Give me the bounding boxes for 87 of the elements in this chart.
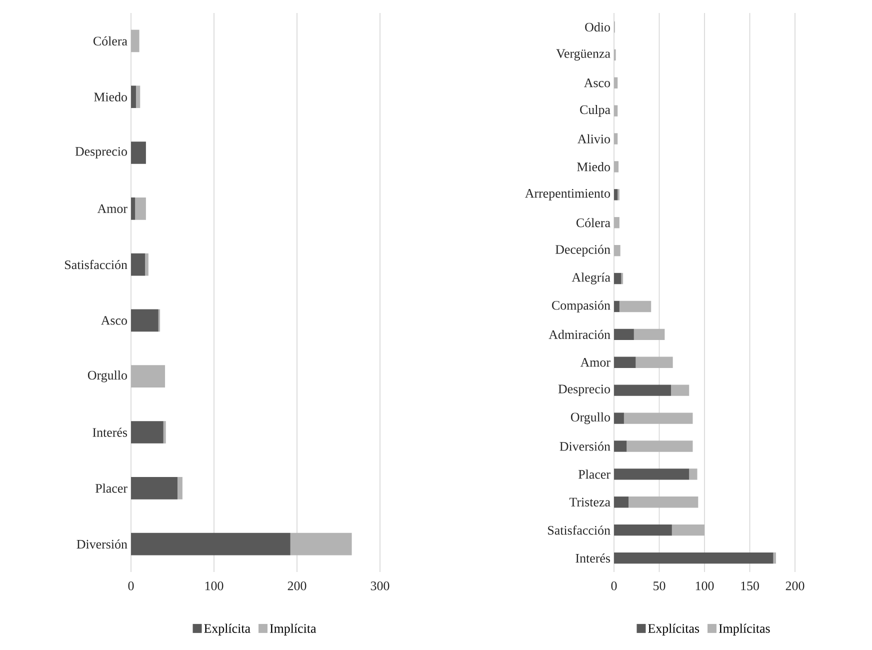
bar <box>773 552 776 564</box>
bar <box>131 365 166 388</box>
bar <box>614 300 620 312</box>
y-tick-label: Alivio <box>578 134 610 144</box>
y-tick-label: Diversión <box>76 539 128 549</box>
bar <box>131 532 290 556</box>
bar <box>131 142 146 164</box>
legend-label: Explícitas <box>648 624 700 636</box>
bar <box>131 309 158 332</box>
y-tick-label: Arrepentimiento <box>525 189 610 200</box>
bar <box>131 86 136 108</box>
x-tick-label: 200 <box>786 582 804 590</box>
bar <box>672 524 705 536</box>
bar <box>671 384 690 396</box>
y-tick-label: Interés <box>576 553 610 563</box>
x-tick-label: 100 <box>696 582 714 590</box>
bar <box>131 197 136 220</box>
legend-label: Explícita <box>204 624 250 636</box>
y-tick-label: Odio <box>585 22 610 32</box>
bar <box>614 105 618 116</box>
bar <box>614 552 774 564</box>
y-tick-label: Satisfacción <box>65 260 128 270</box>
legend-label: Implícita <box>270 624 316 636</box>
bar <box>131 253 146 276</box>
x-tick-label: 200 <box>288 582 306 590</box>
y-tick-label: Satisfacción <box>548 525 610 535</box>
x-tick-label: 0 <box>611 582 617 590</box>
y-tick-label: Decepción <box>555 244 610 256</box>
bar <box>614 77 618 88</box>
bar <box>131 421 164 444</box>
bar <box>636 356 673 368</box>
bar <box>136 86 140 108</box>
bar <box>614 524 672 536</box>
bar <box>614 272 622 284</box>
x-tick-label: 150 <box>741 582 759 590</box>
y-tick-label: Asco <box>100 316 127 325</box>
bar <box>626 440 693 452</box>
y-tick-label: Miedo <box>577 162 610 172</box>
y-tick-label: Orgullo <box>570 412 610 424</box>
bar <box>614 356 636 368</box>
y-tick-label: Tristeza <box>569 498 610 506</box>
y-tick-label: Placer <box>578 470 610 479</box>
bar <box>619 300 652 312</box>
bar <box>614 161 619 172</box>
bar <box>131 476 178 500</box>
bar <box>163 421 166 444</box>
bar <box>135 197 146 220</box>
y-tick-label: Interés <box>92 428 128 437</box>
y-tick-label: Cólera <box>93 36 128 46</box>
bar <box>614 328 634 340</box>
bar <box>614 133 618 144</box>
bar <box>131 30 140 52</box>
bar <box>614 496 628 508</box>
bar <box>628 496 698 508</box>
bar <box>177 476 182 500</box>
bar <box>614 384 672 396</box>
y-tick-label: Diversión <box>560 442 610 451</box>
legend-label: Implícitas <box>718 624 770 636</box>
bar <box>614 412 624 424</box>
y-tick-label: Desprecio <box>75 147 127 158</box>
y-tick-label: Amor <box>580 358 610 367</box>
y-tick-label: Alegría <box>572 272 610 284</box>
x-tick-label: 100 <box>205 582 224 590</box>
bar <box>290 532 352 556</box>
y-tick-label: Amor <box>97 204 128 213</box>
y-tick-label: Culpa <box>580 104 610 117</box>
y-tick-label: Orgullo <box>88 370 127 382</box>
bar <box>614 217 620 228</box>
bar <box>614 244 620 256</box>
y-tick-label: Desprecio <box>558 384 610 396</box>
x-tick-label: 50 <box>654 582 666 590</box>
y-tick-label: Cólera <box>576 218 610 228</box>
y-tick-label: Admiración <box>548 330 610 339</box>
bar <box>689 468 698 480</box>
y-tick-label: Miedo <box>94 92 127 102</box>
y-tick-label: Vergüenza <box>556 49 610 61</box>
bar <box>624 412 693 424</box>
bar <box>634 328 665 340</box>
y-tick-label: Asco <box>584 78 610 88</box>
bar <box>145 253 148 276</box>
x-tick-label: 300 <box>370 582 390 590</box>
bar <box>614 440 627 452</box>
y-tick-label: Compasión <box>552 300 610 312</box>
x-tick-label: 0 <box>128 582 134 590</box>
y-tick-label: Placer <box>95 484 128 493</box>
bar <box>614 189 618 200</box>
bar <box>614 468 690 480</box>
